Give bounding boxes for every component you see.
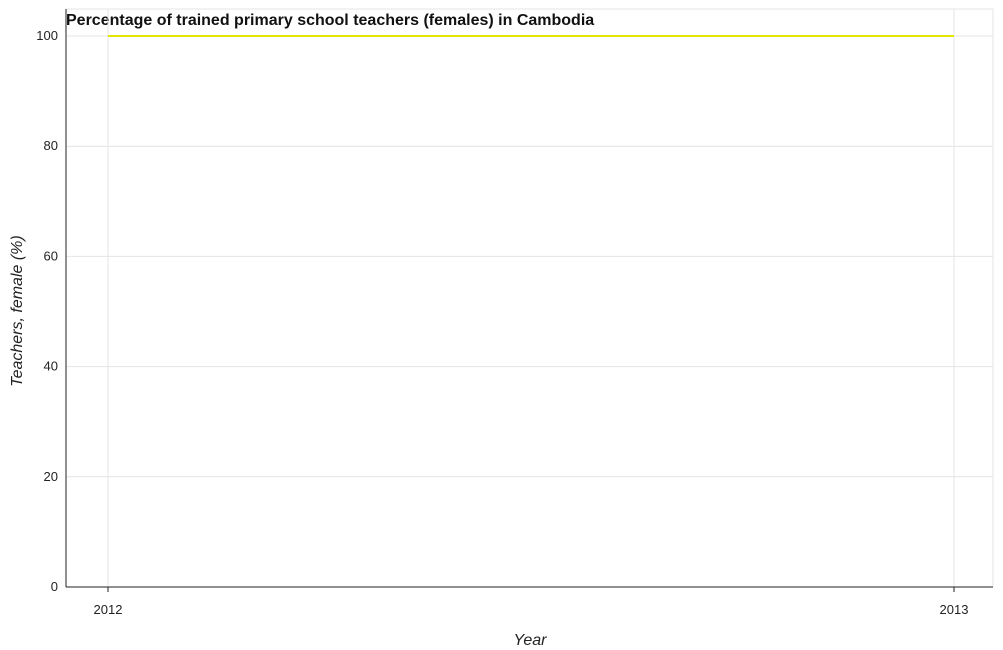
tick-labels: 0 20 40 60 80 100 2012 2013 [36, 28, 968, 617]
x-axis-label: Year [514, 632, 548, 649]
axes [65, 9, 993, 588]
y-tick-label: 20 [44, 469, 58, 484]
y-axis-label: Teachers, female (%) [9, 235, 26, 386]
y-tick-label: 80 [44, 138, 58, 153]
x-tick-label: 2012 [94, 602, 123, 617]
y-tick-label: 60 [44, 248, 58, 263]
x-tick-label: 2013 [940, 602, 969, 617]
y-tick-label: 40 [44, 359, 58, 374]
chart-title: Percentage of trained primary school tea… [66, 12, 594, 29]
grid-lines [66, 8, 994, 588]
y-tick-label: 100 [36, 28, 58, 43]
y-tick-label: 0 [51, 579, 58, 594]
